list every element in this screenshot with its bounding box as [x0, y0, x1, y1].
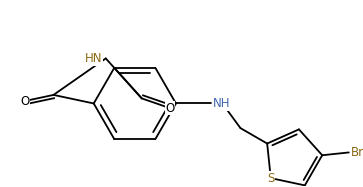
Text: HN: HN — [85, 52, 102, 65]
Text: O: O — [20, 95, 29, 108]
Text: S: S — [267, 172, 274, 185]
Text: O: O — [165, 102, 174, 115]
Text: Br: Br — [351, 146, 363, 159]
Text: NH: NH — [213, 97, 231, 110]
